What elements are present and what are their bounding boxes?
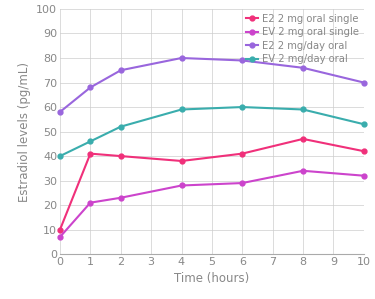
Legend: E2 2 mg oral single, EV 2 mg oral single, E2 2 mg/day oral, EV 2 mg/day oral: E2 2 mg oral single, EV 2 mg oral single… <box>244 12 361 66</box>
EV 2 mg/day oral <box>118 125 123 129</box>
E2 2 mg/day oral <box>240 59 244 62</box>
EV 2 mg oral single <box>240 181 244 185</box>
E2 2 mg/day oral <box>362 81 366 84</box>
EV 2 mg oral single <box>362 174 366 178</box>
E2 2 mg/day oral <box>88 86 93 89</box>
Line: EV 2 mg/day oral: EV 2 mg/day oral <box>58 105 366 158</box>
EV 2 mg/day oral <box>301 108 305 111</box>
Line: E2 2 mg/day oral: E2 2 mg/day oral <box>58 56 366 115</box>
E2 2 mg oral single <box>179 159 184 163</box>
E2 2 mg oral single <box>362 150 366 153</box>
X-axis label: Time (hours): Time (hours) <box>174 272 249 286</box>
EV 2 mg oral single <box>118 196 123 199</box>
Y-axis label: Estradiol levels (pg/mL): Estradiol levels (pg/mL) <box>18 62 31 202</box>
E2 2 mg oral single <box>301 137 305 141</box>
E2 2 mg/day oral <box>58 110 62 114</box>
E2 2 mg oral single <box>240 152 244 155</box>
E2 2 mg/day oral <box>179 56 184 60</box>
EV 2 mg oral single <box>88 201 93 205</box>
EV 2 mg oral single <box>179 184 184 187</box>
EV 2 mg oral single <box>301 169 305 173</box>
EV 2 mg/day oral <box>179 108 184 111</box>
EV 2 mg/day oral <box>362 122 366 126</box>
EV 2 mg oral single <box>58 235 62 239</box>
EV 2 mg/day oral <box>58 154 62 158</box>
Line: EV 2 mg oral single: EV 2 mg oral single <box>58 168 366 239</box>
E2 2 mg/day oral <box>301 66 305 70</box>
E2 2 mg oral single <box>88 152 93 155</box>
Line: E2 2 mg oral single: E2 2 mg oral single <box>58 136 366 232</box>
EV 2 mg/day oral <box>88 140 93 143</box>
E2 2 mg oral single <box>58 228 62 231</box>
E2 2 mg/day oral <box>118 68 123 72</box>
E2 2 mg oral single <box>118 154 123 158</box>
EV 2 mg/day oral <box>240 105 244 109</box>
